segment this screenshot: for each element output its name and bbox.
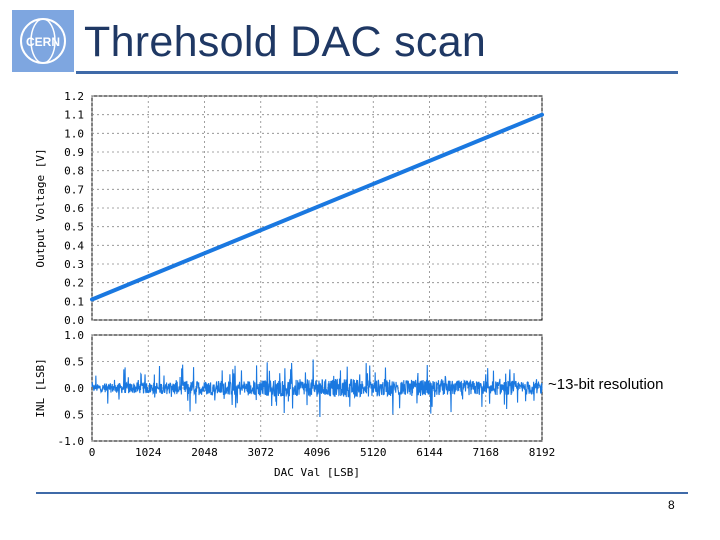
x-tick-label: 2048 xyxy=(191,446,218,459)
logo-text: CERN xyxy=(26,35,60,49)
inl-trace xyxy=(91,359,543,418)
y-tick-label: 0.5 xyxy=(64,221,84,234)
output-voltage-y-ticks: 0.0 0.1 0.2 0.3 0.4 0.5 0.6 0.7 0.8 0.9 1.0 1.1 1.2 xyxy=(64,90,84,327)
y-tick-label: 1.2 xyxy=(64,90,84,103)
output-voltage-series xyxy=(90,112,544,302)
x-tick-label: 1024 xyxy=(135,446,162,459)
logo-ring-inner xyxy=(30,18,56,64)
output-voltage-panel: 0.00.10.20.30.40.50.60.70.80.91.01.11.2 … xyxy=(34,90,544,327)
inl-axis-label: INL [LSB] xyxy=(34,358,47,418)
x-tick-label: 6144 xyxy=(416,446,443,459)
resolution-annotation: ~13-bit resolution xyxy=(548,376,664,393)
output-voltage-axis-label: Output Voltage [V] xyxy=(34,148,47,267)
logo-background xyxy=(12,10,74,72)
x-tick-label: 3072 xyxy=(248,446,275,459)
inl-y-ticks: 1.0 0.5 0.0 0.5 -1.0 xyxy=(58,329,85,448)
x-tick-label: 4096 xyxy=(304,446,331,459)
y-tick-label: 1.0 xyxy=(64,127,84,140)
dac-value-x-ticks: 0 1024 2048 3072 4096 5120 6144 7168 8192 xyxy=(89,446,556,459)
x-tick-label: 0 xyxy=(89,446,96,459)
output-voltage-line xyxy=(90,112,544,302)
cern-logo: CERN xyxy=(12,10,74,72)
x-tick-label: 5120 xyxy=(360,446,387,459)
y-tick-label: 0.5 xyxy=(64,409,84,422)
y-tick-label: 0.3 xyxy=(64,258,84,271)
page-number: 8 xyxy=(668,498,675,512)
y-tick-label: -1.0 xyxy=(58,435,85,448)
y-tick-label: 1.0 xyxy=(64,329,84,342)
y-tick-label: 0.4 xyxy=(64,239,84,252)
y-tick-label: 0.9 xyxy=(64,146,84,159)
y-tick-label: 1.1 xyxy=(64,109,84,122)
slide-title: Threhsold DAC scan xyxy=(84,18,487,66)
y-tick-label: 0.8 xyxy=(64,165,84,178)
y-tick-label: 0.0 xyxy=(64,382,84,395)
inl-panel: 1.0 0.5 0.0 0.5 -1.0 0 1024 2048 3072 4096 5120 61… xyxy=(34,329,555,479)
x-tick-label: 7168 xyxy=(473,446,500,459)
footer-rule xyxy=(36,492,688,494)
inl-series xyxy=(91,359,543,418)
y-tick-label: 0.2 xyxy=(64,277,84,290)
title-rule xyxy=(76,71,678,74)
dac-value-axis-label: DAC Val [LSB] xyxy=(274,466,360,479)
y-tick-label: 0.6 xyxy=(64,202,84,215)
y-tick-label: 0.0 xyxy=(64,314,84,327)
y-tick-label: 0.5 xyxy=(64,356,84,369)
dac-scan-chart: 0.00.10.20.30.40.50.60.70.80.91.01.11.2 … xyxy=(34,90,555,479)
y-tick-label: 0.7 xyxy=(64,183,84,196)
x-tick-label: 8192 xyxy=(529,446,556,459)
y-tick-label: 0.1 xyxy=(64,295,84,308)
